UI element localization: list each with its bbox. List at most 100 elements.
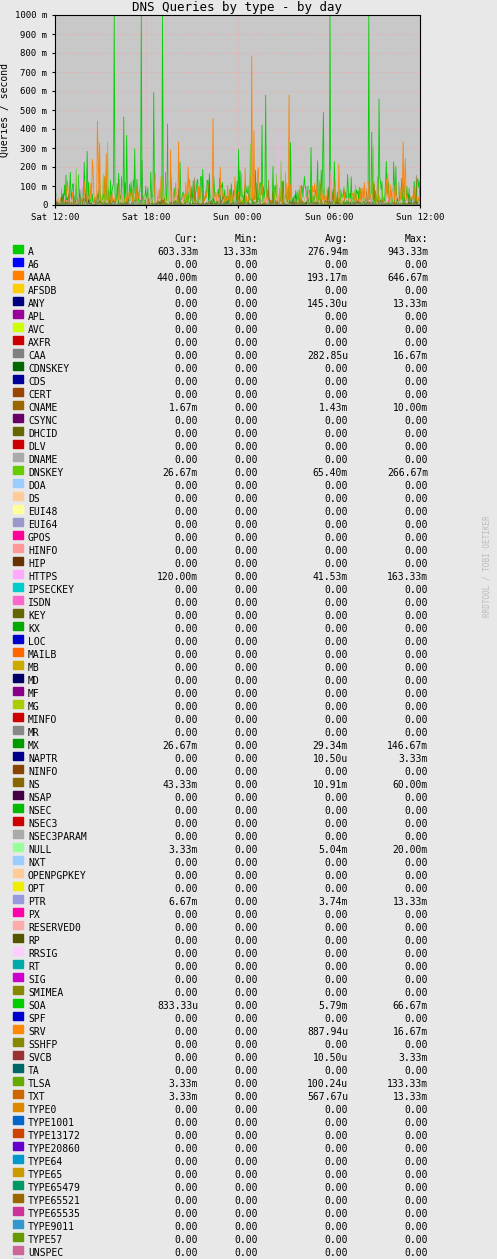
- Text: 0.00: 0.00: [174, 806, 198, 816]
- Text: 0.00: 0.00: [325, 949, 348, 959]
- Text: 0.00: 0.00: [235, 598, 258, 608]
- Text: 0.00: 0.00: [174, 1013, 198, 1024]
- Text: 6.67m: 6.67m: [168, 896, 198, 906]
- Text: 0.00: 0.00: [325, 442, 348, 452]
- Text: 0.00: 0.00: [235, 415, 258, 426]
- Text: 0.00: 0.00: [174, 676, 198, 686]
- Text: 0.00: 0.00: [235, 520, 258, 530]
- Text: 0.00: 0.00: [174, 546, 198, 556]
- Bar: [13, 349, 23, 356]
- Text: 0.00: 0.00: [174, 1196, 198, 1206]
- Text: 0.00: 0.00: [325, 637, 348, 647]
- Text: DNSKEY: DNSKEY: [28, 468, 63, 478]
- Text: 0.00: 0.00: [405, 703, 428, 713]
- Text: 0.00: 0.00: [174, 962, 198, 972]
- Text: 0.00: 0.00: [235, 364, 258, 374]
- Text: 0.00: 0.00: [405, 910, 428, 920]
- Text: 0.00: 0.00: [325, 507, 348, 517]
- Text: 3.74m: 3.74m: [319, 896, 348, 906]
- Bar: [13, 973, 23, 981]
- Text: 0.00: 0.00: [405, 689, 428, 699]
- Text: 0.00: 0.00: [325, 910, 348, 920]
- Text: RRDTOOL / TOBI OETIKER: RRDTOOL / TOBI OETIKER: [483, 516, 492, 617]
- Text: 0.00: 0.00: [174, 910, 198, 920]
- Bar: [13, 842, 23, 851]
- Text: 0.00: 0.00: [405, 481, 428, 491]
- Text: NAPTR: NAPTR: [28, 754, 57, 764]
- Text: 0.00: 0.00: [174, 337, 198, 347]
- Text: 0.00: 0.00: [325, 454, 348, 465]
- Text: 0.00: 0.00: [405, 286, 428, 296]
- Text: CERT: CERT: [28, 390, 52, 400]
- Text: 0.00: 0.00: [174, 1105, 198, 1115]
- Text: 1.43m: 1.43m: [319, 403, 348, 413]
- Text: 0.00: 0.00: [174, 1118, 198, 1128]
- Text: 0.00: 0.00: [235, 261, 258, 269]
- Title: DNS Queries by type - by day: DNS Queries by type - by day: [133, 1, 342, 14]
- Text: 440.00m: 440.00m: [157, 273, 198, 283]
- Text: 0.00: 0.00: [325, 546, 348, 556]
- Text: 65.40m: 65.40m: [313, 468, 348, 478]
- Text: 10.50u: 10.50u: [313, 754, 348, 764]
- Text: 0.00: 0.00: [405, 884, 428, 894]
- Text: 0.00: 0.00: [174, 650, 198, 660]
- Text: 0.00: 0.00: [235, 715, 258, 725]
- Text: 0.00: 0.00: [174, 1222, 198, 1233]
- Text: SOA: SOA: [28, 1001, 46, 1011]
- Text: 0.00: 0.00: [235, 325, 258, 335]
- Text: A: A: [28, 247, 34, 257]
- Bar: [13, 544, 23, 551]
- Text: 0.00: 0.00: [174, 585, 198, 596]
- Text: HTTPS: HTTPS: [28, 572, 57, 582]
- Text: 0.00: 0.00: [235, 429, 258, 439]
- Text: 0.00: 0.00: [325, 689, 348, 699]
- Text: 0.00: 0.00: [235, 962, 258, 972]
- Text: MAILB: MAILB: [28, 650, 57, 660]
- Text: TYPE65479: TYPE65479: [28, 1183, 81, 1194]
- Text: 0.00: 0.00: [235, 676, 258, 686]
- Text: 0.00: 0.00: [235, 454, 258, 465]
- Text: 0.00: 0.00: [235, 728, 258, 738]
- Text: 0.00: 0.00: [174, 820, 198, 828]
- Text: 646.67m: 646.67m: [387, 273, 428, 283]
- Bar: [13, 1167, 23, 1176]
- Text: 0.00: 0.00: [235, 1118, 258, 1128]
- Bar: [13, 517, 23, 525]
- Bar: [13, 1025, 23, 1032]
- Text: 13.33m: 13.33m: [393, 298, 428, 308]
- Text: 282.85u: 282.85u: [307, 351, 348, 361]
- Text: 0.00: 0.00: [405, 312, 428, 322]
- Text: 0.00: 0.00: [235, 546, 258, 556]
- Text: NULL: NULL: [28, 845, 52, 855]
- Text: 0.00: 0.00: [235, 624, 258, 635]
- Text: KX: KX: [28, 624, 40, 635]
- Text: 0.00: 0.00: [174, 481, 198, 491]
- Text: 0.00: 0.00: [325, 390, 348, 400]
- Text: 0.00: 0.00: [235, 949, 258, 959]
- Text: 0.00: 0.00: [325, 988, 348, 998]
- Text: 0.00: 0.00: [405, 325, 428, 335]
- Text: 0.00: 0.00: [235, 507, 258, 517]
- Text: 0.00: 0.00: [235, 337, 258, 347]
- Bar: [13, 713, 23, 720]
- Text: 13.33m: 13.33m: [393, 896, 428, 906]
- Text: 0.00: 0.00: [405, 364, 428, 374]
- Text: 0.00: 0.00: [174, 261, 198, 269]
- Text: 0.00: 0.00: [405, 1144, 428, 1155]
- Text: TLSA: TLSA: [28, 1079, 52, 1089]
- Text: HIP: HIP: [28, 559, 46, 569]
- Text: PTR: PTR: [28, 896, 46, 906]
- Text: 0.00: 0.00: [325, 325, 348, 335]
- Text: MINFO: MINFO: [28, 715, 57, 725]
- Text: 0.00: 0.00: [325, 481, 348, 491]
- Text: 0.00: 0.00: [235, 910, 258, 920]
- Text: 0.00: 0.00: [405, 559, 428, 569]
- Text: 10.00m: 10.00m: [393, 403, 428, 413]
- Bar: [13, 622, 23, 630]
- Bar: [13, 1050, 23, 1059]
- Bar: [13, 1076, 23, 1084]
- Text: 5.79m: 5.79m: [319, 1001, 348, 1011]
- Bar: [13, 596, 23, 603]
- Text: SRV: SRV: [28, 1027, 46, 1037]
- Text: ANY: ANY: [28, 298, 46, 308]
